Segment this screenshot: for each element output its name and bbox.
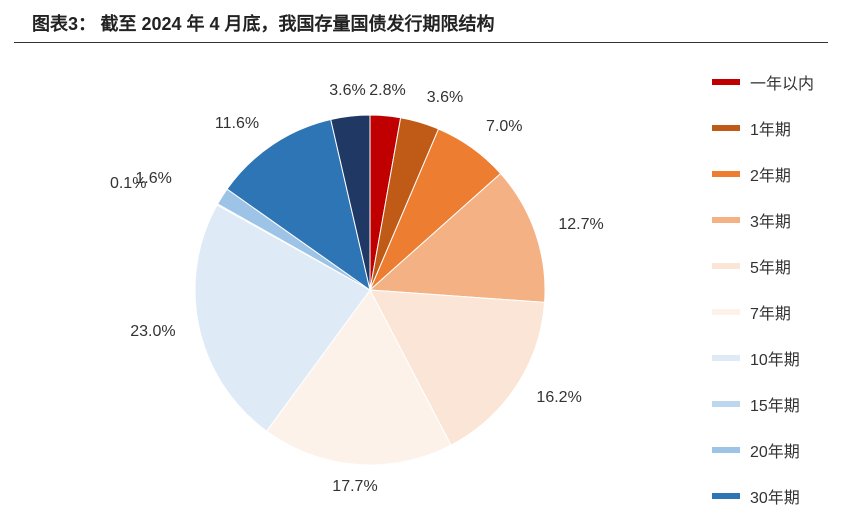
- legend: 一年以内1年期2年期3年期5年期7年期10年期15年期20年期30年期50年期: [712, 70, 814, 510]
- legend-item: 10年期: [712, 346, 814, 370]
- legend-item: 7年期: [712, 300, 814, 324]
- legend-item: 20年期: [712, 438, 814, 462]
- slice-value-label: 16.2%: [536, 389, 581, 407]
- legend-swatch: [712, 401, 740, 407]
- title-row: 图表3： 截至 2024 年 4 月底，我国存量国债发行期限结构: [14, 0, 828, 43]
- legend-item: 1年期: [712, 116, 814, 140]
- slice-value-label: 7.0%: [486, 118, 522, 136]
- legend-label: 2年期: [750, 162, 791, 186]
- legend-swatch: [712, 263, 740, 269]
- figure-container: 图表3： 截至 2024 年 4 月底，我国存量国债发行期限结构 2.8%3.6…: [0, 0, 842, 524]
- title-prefix: 图表3：: [32, 14, 96, 34]
- legend-swatch: [712, 79, 740, 85]
- slice-value-label: 12.7%: [558, 216, 603, 234]
- legend-label: 10年期: [750, 346, 800, 370]
- legend-swatch: [712, 217, 740, 223]
- legend-label: 3年期: [750, 208, 791, 232]
- legend-label: 5年期: [750, 254, 791, 278]
- slice-value-label: 3.6%: [427, 89, 463, 107]
- legend-item: 5年期: [712, 254, 814, 278]
- legend-label: 7年期: [750, 300, 791, 324]
- legend-swatch: [712, 355, 740, 361]
- slice-value-label: 11.6%: [199, 115, 259, 133]
- title-text: 截至 2024 年 4 月底，我国存量国债发行期限结构: [100, 14, 494, 34]
- slice-value-label: 17.7%: [330, 478, 380, 496]
- legend-label: 1年期: [750, 116, 791, 140]
- legend-label: 一年以内: [750, 70, 814, 94]
- legend-swatch: [712, 171, 740, 177]
- legend-label: 30年期: [750, 484, 800, 508]
- legend-swatch: [712, 309, 740, 315]
- legend-label: 20年期: [750, 438, 800, 462]
- legend-label: 15年期: [750, 392, 800, 416]
- legend-swatch: [712, 447, 740, 453]
- legend-item: 一年以内: [712, 70, 814, 94]
- slice-value-label: 1.6%: [112, 170, 172, 188]
- legend-swatch: [712, 493, 740, 499]
- legend-swatch: [712, 125, 740, 131]
- slice-value-label: 3.6%: [323, 82, 373, 100]
- legend-item: 3年期: [712, 208, 814, 232]
- slice-value-label: 23.0%: [116, 323, 176, 341]
- legend-item: 15年期: [712, 392, 814, 416]
- legend-item: 30年期: [712, 484, 814, 508]
- legend-item: 2年期: [712, 162, 814, 186]
